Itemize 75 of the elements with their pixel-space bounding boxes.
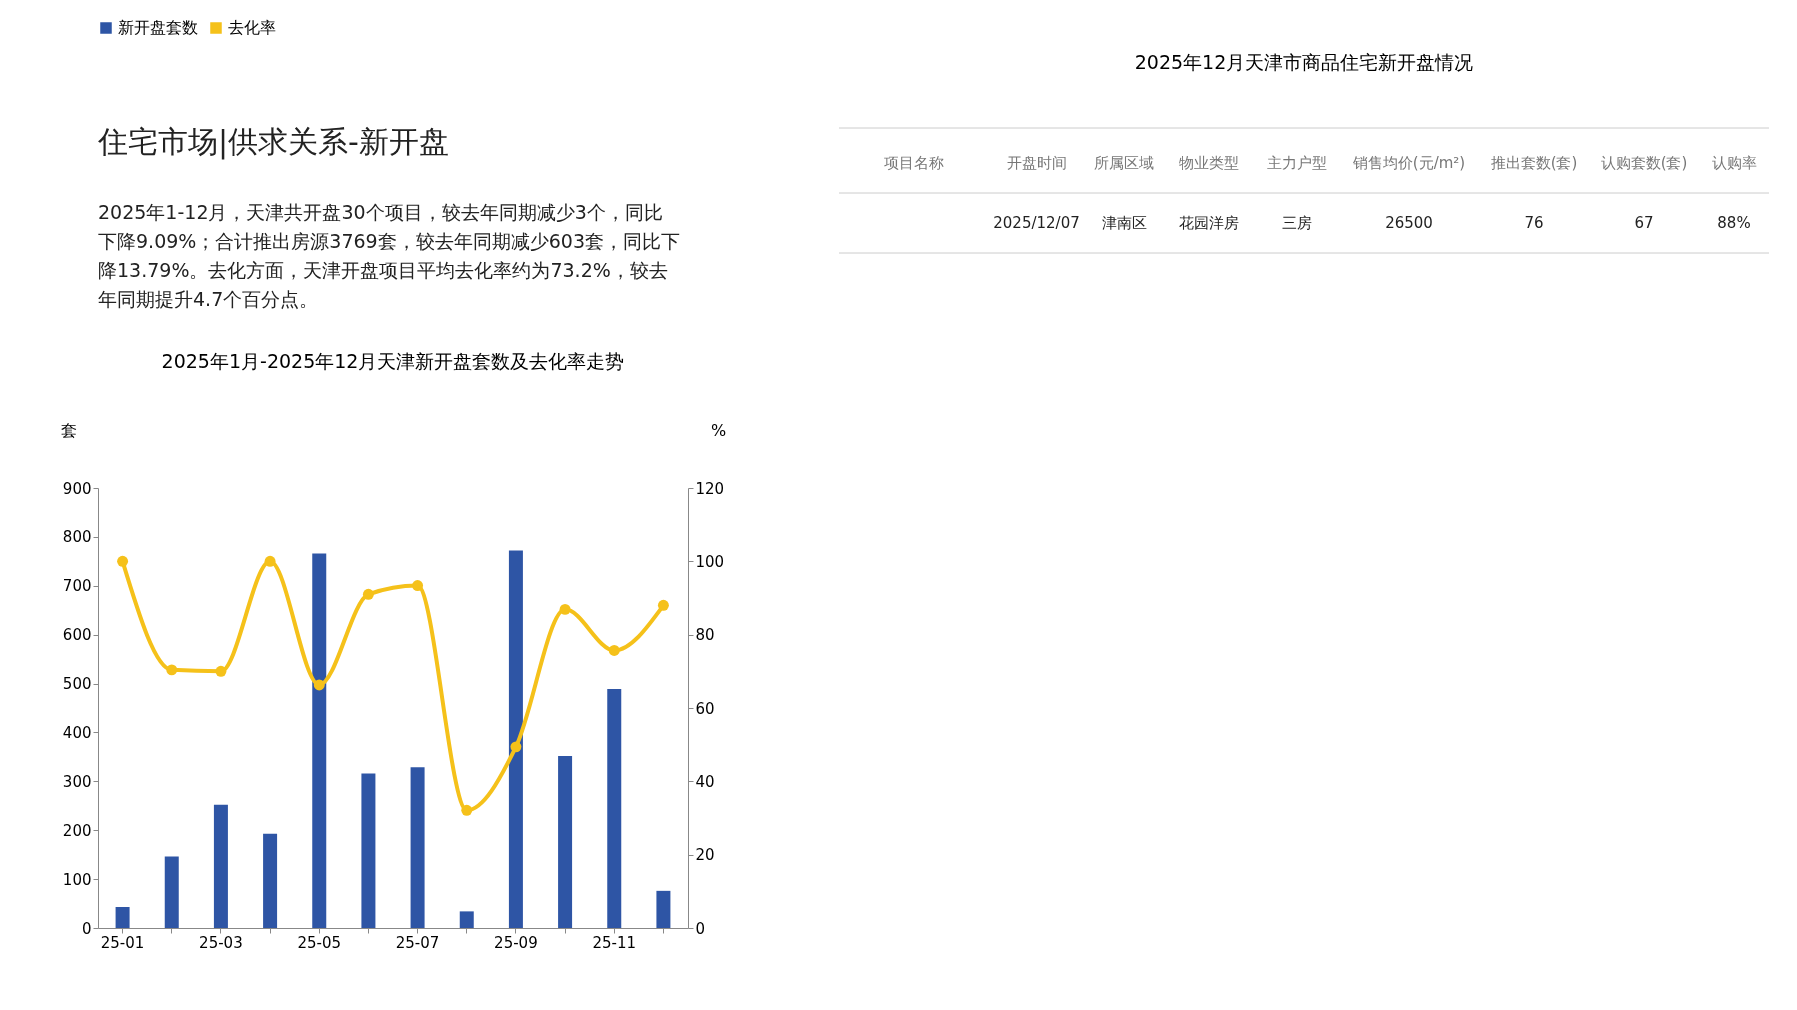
bar <box>607 688 622 928</box>
bar <box>558 755 573 928</box>
category-label: 开盘时间 <box>1006 154 1067 172</box>
bar <box>312 553 327 928</box>
y2-tick-label: 0 <box>695 919 706 938</box>
text: 降13.79%。去化方面，天津开盘项目平均去化率约为73.2%，较去 <box>98 259 668 281</box>
bar <box>459 911 474 928</box>
text: 三房 <box>1281 214 1312 232</box>
legend-label: 去化率 <box>228 18 276 37</box>
y2-axis-title: % <box>710 420 727 440</box>
point <box>608 644 620 656</box>
y-tick-label: 700 <box>62 577 92 596</box>
point <box>264 555 276 567</box>
point <box>215 665 227 677</box>
x-tick-label: 25-07 <box>395 933 440 952</box>
text: 津南区 <box>1101 214 1147 232</box>
text: 88% <box>1717 214 1751 232</box>
point <box>362 588 374 600</box>
y2-tick-label: 100 <box>695 552 725 571</box>
y-tick-label: 200 <box>62 821 92 840</box>
text: 2025/12/07 <box>993 214 1080 232</box>
point <box>559 603 571 615</box>
y-tick-label: 800 <box>62 528 92 547</box>
chart-title: 2025年1月-2025年12月天津新开盘套数及去化率走势 <box>161 350 625 372</box>
text: 花园洋房 <box>1179 214 1239 232</box>
y2-tick-label: 20 <box>695 846 715 865</box>
point <box>510 741 522 753</box>
point <box>313 679 325 691</box>
y-tick-label: 600 <box>62 626 92 645</box>
y-tick-label: 100 <box>62 870 92 889</box>
y2-tick-label: 60 <box>695 699 715 718</box>
y2-tick-label: 120 <box>695 479 725 498</box>
bar <box>213 804 228 928</box>
y2-tick-label: 40 <box>695 772 715 791</box>
bar <box>656 890 671 928</box>
x-tick-label: 25-01 <box>100 933 145 952</box>
text: 年同期提升4.7个百分点。 <box>98 288 319 310</box>
x-tick-label: 25-05 <box>297 933 342 952</box>
y-tick-label: 400 <box>62 723 92 742</box>
point <box>657 599 669 611</box>
category-label: 认购率 <box>1711 154 1757 172</box>
category-label: 所属区域 <box>1094 154 1154 172</box>
category-label: 项目名称 <box>884 154 944 172</box>
legend-label: 新开盘套数 <box>118 18 198 37</box>
point <box>461 804 473 816</box>
x-tick-label: 25-09 <box>494 933 538 952</box>
bar <box>410 767 425 928</box>
bar <box>361 773 376 928</box>
text: 2025年1-12月，天津共开盘30个项目，较去年同期减少3个，同比 <box>98 201 663 223</box>
bar <box>263 833 278 928</box>
x-tick-label: 25-03 <box>199 933 243 952</box>
bar <box>115 906 130 928</box>
y2-tick-label: 80 <box>695 626 715 645</box>
category-label: 认购套数(套) <box>1600 154 1688 172</box>
point <box>117 555 129 567</box>
text: 住宅市场|供求关系-新开盘 <box>97 124 449 160</box>
category-label: 主力户型 <box>1266 154 1327 172</box>
category-label: 销售均价(元/m²) <box>1351 154 1466 172</box>
x-tick-label: 25-11 <box>592 933 637 952</box>
text: 26500 <box>1385 214 1433 232</box>
text: 67 <box>1634 214 1654 232</box>
y-tick-label: 500 <box>62 675 92 694</box>
category-label: 推出套数(套) <box>1490 154 1578 172</box>
y-tick-label: 0 <box>81 919 92 938</box>
y-tick-label: 300 <box>62 772 92 791</box>
y-tick-label: 900 <box>62 479 92 498</box>
category-label: 物业类型 <box>1179 154 1239 172</box>
text: 76 <box>1524 214 1544 232</box>
bar <box>508 550 523 928</box>
point <box>412 580 424 591</box>
point <box>166 664 178 676</box>
text: 2025年12月天津市商品住宅新开盘情况 <box>1134 51 1474 73</box>
text: 下降9.09%；合计推出房源3769套，较去年同期减少603套，同比下 <box>98 230 680 252</box>
y-axis-title: 套 <box>60 420 77 440</box>
bar <box>164 856 179 928</box>
